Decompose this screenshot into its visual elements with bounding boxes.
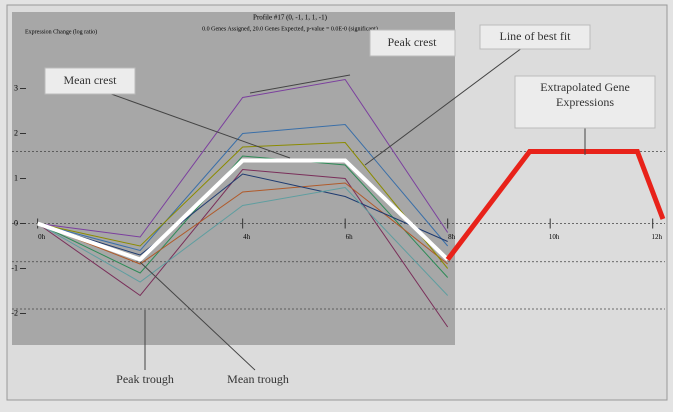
- y-tick-label: 0: [14, 218, 18, 227]
- annotation-box: [514, 75, 656, 129]
- series-line: [445, 149, 666, 262]
- x-tick-label: 8h: [448, 233, 456, 241]
- annotation: Peak crest: [388, 35, 438, 49]
- series-line: [37, 155, 449, 278]
- y-tick-label: 2: [14, 128, 18, 137]
- series-line: [36, 158, 450, 262]
- annotation: Mean crest: [64, 73, 118, 87]
- y-tick-label: 1: [14, 173, 18, 182]
- arrow: [364, 41, 531, 166]
- x-tick-label: 4h: [243, 233, 251, 241]
- annotations: [99, 41, 586, 371]
- arrow: [249, 74, 351, 94]
- annotation: Extrapolated Gene Expressions: [540, 80, 630, 109]
- x-tick-label: 0h: [38, 233, 46, 241]
- y-tick-label: -2: [11, 308, 18, 317]
- series-line: [37, 123, 449, 252]
- arrow: [139, 261, 256, 371]
- x-tick-label: 10h: [549, 233, 560, 241]
- annotation-box: [479, 24, 591, 50]
- annotation-wrap: Extrapolated Gene Expressions: [540, 80, 630, 109]
- title: Profile #17 (0, -1, 1, 1, -1): [253, 14, 328, 22]
- arrow: [99, 89, 291, 159]
- y-tick-label: -1: [11, 263, 18, 272]
- annotation: Peak trough: [116, 372, 174, 386]
- series-line: [37, 182, 448, 265]
- subtitle: 0.0 Genes Assigned, 20.0 Genes Expected,…: [202, 25, 378, 32]
- y-label: Expression Change (log ratio): [25, 28, 97, 35]
- annotation-box: [44, 67, 136, 95]
- series-line: [37, 173, 448, 256]
- series-line: [37, 141, 449, 269]
- annotation: Line of best fit: [500, 29, 572, 43]
- x-tick-label: 6h: [346, 233, 354, 241]
- annotation-box: [369, 29, 456, 57]
- series-line: [37, 186, 449, 296]
- series-line: [37, 168, 449, 328]
- plot-area: [12, 12, 455, 345]
- annotation: Mean trough: [227, 372, 289, 386]
- x-tick-label: 12h: [651, 233, 662, 241]
- series-line: [37, 78, 449, 238]
- y-tick-label: 3: [14, 83, 18, 92]
